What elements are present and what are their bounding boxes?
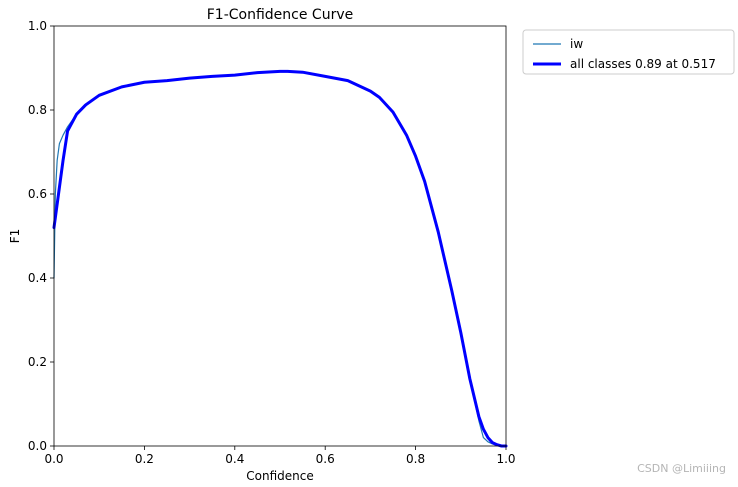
y-axis-label: F1 bbox=[8, 229, 22, 244]
plot-frame bbox=[53, 25, 507, 447]
plot-area bbox=[52, 25, 508, 448]
y-tick-label: 0.2 bbox=[28, 355, 47, 369]
plot-background bbox=[54, 26, 506, 446]
x-tick-label: 0.4 bbox=[225, 452, 244, 466]
series-layer bbox=[52, 69, 508, 448]
legend-entry-label: iw bbox=[570, 37, 583, 51]
x-tick-label: 0.8 bbox=[406, 452, 425, 466]
x-tick-label: 0.0 bbox=[44, 452, 63, 466]
x-axis-label: Confidence bbox=[246, 469, 313, 483]
y-tick-label: 0.4 bbox=[28, 271, 47, 285]
legend: iw all classes 0.89 at 0.517 bbox=[522, 29, 735, 75]
watermark: CSDN @Limiiing bbox=[637, 462, 726, 475]
y-tick-label: 0.6 bbox=[28, 187, 47, 201]
y-tick-label: 0.0 bbox=[28, 439, 47, 453]
legend-box bbox=[522, 29, 735, 75]
x-tick-label: 1.0 bbox=[496, 452, 515, 466]
y-tick-label: 0.8 bbox=[28, 103, 47, 117]
y-tick-label: 1.0 bbox=[28, 19, 47, 33]
x-tick-label: 0.6 bbox=[316, 452, 335, 466]
series-line-all-classes bbox=[52, 69, 508, 448]
y-axis: 0.0 0.2 0.4 0.6 0.8 1.0 bbox=[28, 19, 54, 453]
x-axis: 0.0 0.2 0.4 0.6 0.8 1.0 bbox=[44, 446, 516, 466]
x-tick-label: 0.2 bbox=[135, 452, 154, 466]
chart-title: F1-Confidence Curve bbox=[207, 7, 353, 23]
legend-entry-label: all classes 0.89 at 0.517 bbox=[570, 57, 716, 71]
